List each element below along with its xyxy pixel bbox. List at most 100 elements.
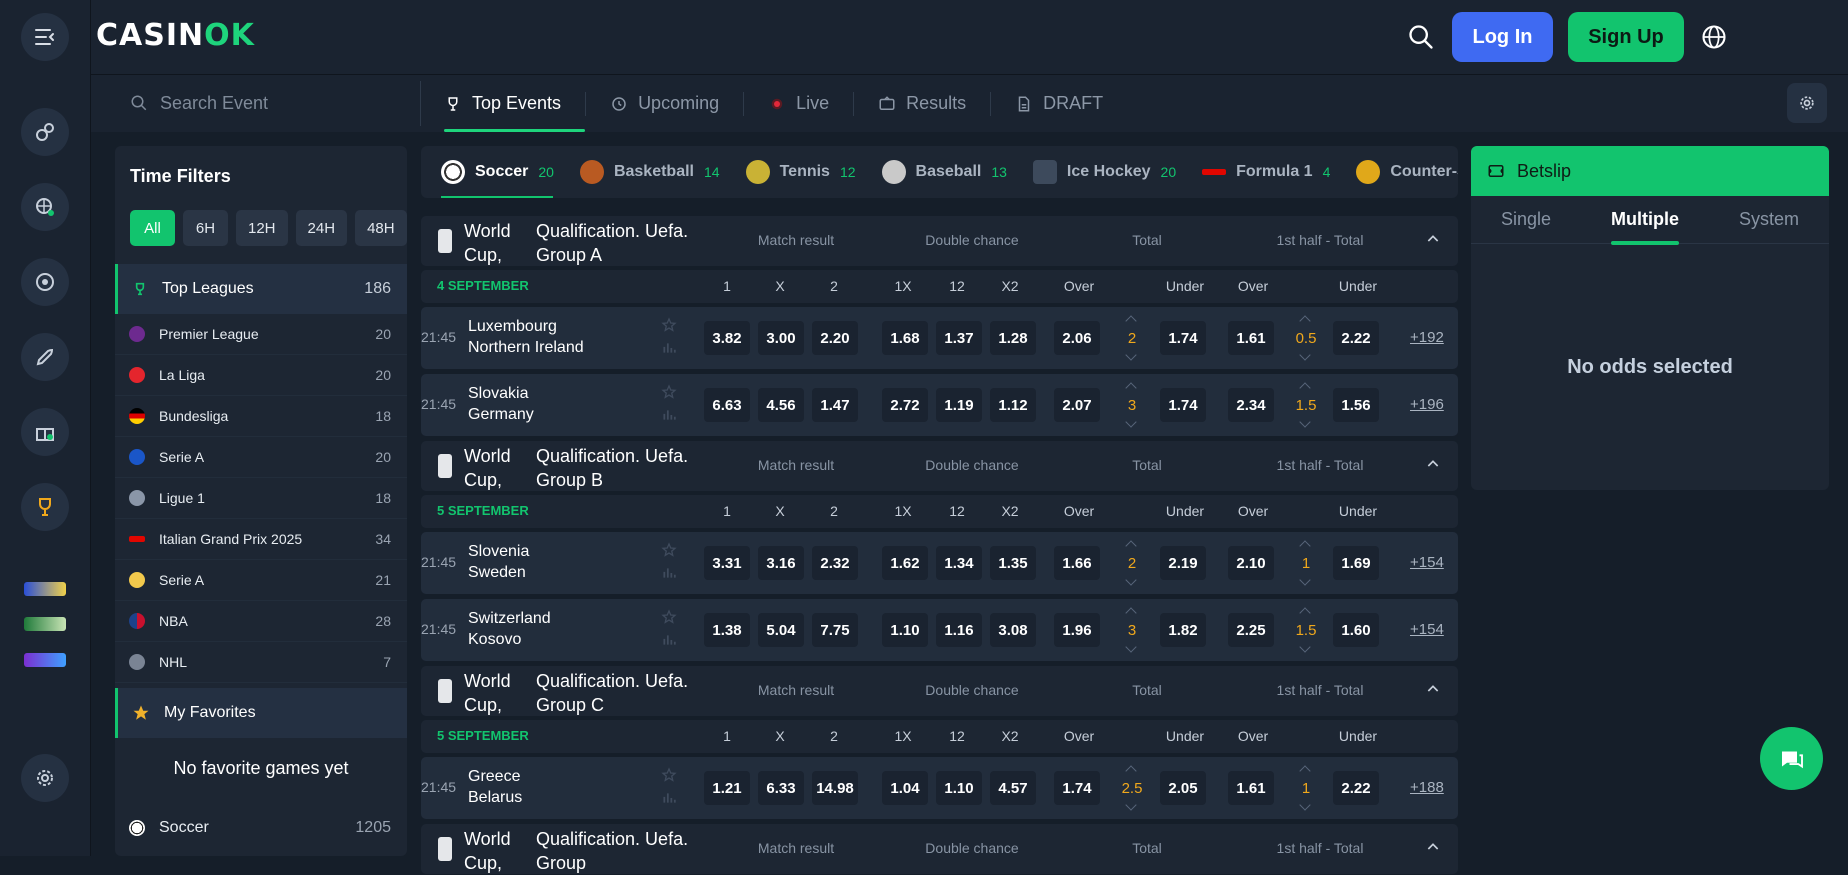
- odds-button[interactable]: 5.04: [758, 613, 804, 647]
- tab-upcoming[interactable]: Upcoming: [586, 75, 743, 132]
- line-selector[interactable]: 3: [1112, 388, 1152, 422]
- chat-button[interactable]: [1760, 727, 1823, 790]
- betslip-tab-system[interactable]: System: [1738, 209, 1799, 229]
- odds-button[interactable]: 2.07: [1054, 388, 1100, 422]
- odds-button[interactable]: 6.63: [704, 388, 750, 422]
- promo-banner-3[interactable]: [24, 653, 66, 667]
- line-selector[interactable]: 3: [1112, 613, 1152, 647]
- line-selector[interactable]: 1: [1286, 771, 1326, 805]
- match-row[interactable]: 21:45 Slovenia Sweden 3.31 3.16 2.32 1.62 1.…: [421, 532, 1458, 594]
- more-markets-link[interactable]: +154: [1410, 621, 1444, 638]
- league-item-italian-grand-prix[interactable]: Italian Grand Prix 2025 34: [115, 519, 407, 560]
- time-filter-24h[interactable]: 24H: [295, 210, 348, 246]
- stats-icon[interactable]: [662, 341, 676, 355]
- league-item-premier-league[interactable]: Premier League 20: [115, 314, 407, 355]
- odds-button[interactable]: 1.16: [936, 613, 982, 647]
- rail-sports-button[interactable]: [21, 108, 69, 156]
- stats-icon[interactable]: [662, 566, 676, 580]
- sport-tab-counter-strike[interactable]: Counter-Strike: [1356, 160, 1458, 184]
- menu-toggle-button[interactable]: [21, 13, 69, 61]
- favorite-star-icon[interactable]: [661, 767, 677, 783]
- odds-button[interactable]: 1.12: [990, 388, 1036, 422]
- odds-button[interactable]: 1.21: [704, 771, 750, 805]
- more-markets-link[interactable]: +196: [1410, 396, 1444, 413]
- group-header[interactable]: World Cup, Qualification. Uefa. Group Mat…: [421, 824, 1458, 874]
- favorite-star-icon[interactable]: [661, 542, 677, 558]
- search-icon[interactable]: [1407, 23, 1435, 51]
- odds-button[interactable]: 1.04: [882, 771, 928, 805]
- top-leagues-header[interactable]: Top Leagues 186: [115, 264, 407, 314]
- time-filter-all[interactable]: All: [130, 210, 175, 246]
- odds-button[interactable]: 1.35: [990, 546, 1036, 580]
- time-filter-12h[interactable]: 12H: [236, 210, 288, 246]
- odds-button[interactable]: 2.72: [882, 388, 928, 422]
- match-row[interactable]: 21:45 Luxembourg Northern Ireland 3.82 3.…: [421, 307, 1458, 369]
- sport-tab-soccer[interactable]: Soccer 20: [441, 160, 554, 184]
- betslip-tab-multiple[interactable]: Multiple: [1611, 209, 1679, 245]
- tab-top-events[interactable]: Top Events: [420, 75, 586, 132]
- rail-promotions-button[interactable]: [21, 408, 69, 456]
- globe-icon[interactable]: [1700, 23, 1728, 51]
- more-markets-link[interactable]: +192: [1410, 329, 1444, 346]
- league-item-serie-a-brazil[interactable]: Serie A 21: [115, 560, 407, 601]
- match-row[interactable]: 21:45 Greece Belarus 1.21 6.33 14.98 1.04 1.…: [421, 757, 1458, 819]
- odds-button[interactable]: 1.62: [882, 546, 928, 580]
- odds-button[interactable]: 1.82: [1160, 613, 1206, 647]
- line-selector[interactable]: 1.5: [1286, 613, 1326, 647]
- stats-icon[interactable]: [662, 633, 676, 647]
- odds-button[interactable]: 1.61: [1228, 771, 1274, 805]
- line-selector[interactable]: 1: [1286, 546, 1326, 580]
- group-header[interactable]: World Cup, Qualification. Uefa. Group B M…: [421, 441, 1458, 491]
- match-row[interactable]: 21:45 Slovakia Germany 6.63 4.56 1.47 2.72 1…: [421, 374, 1458, 436]
- odds-button[interactable]: 2.22: [1333, 321, 1379, 355]
- league-item-ligue-1[interactable]: Ligue 1 18: [115, 478, 407, 519]
- odds-button[interactable]: 2.19: [1160, 546, 1206, 580]
- search-event-input[interactable]: [160, 92, 380, 114]
- odds-button[interactable]: 2.10: [1228, 546, 1274, 580]
- stats-icon[interactable]: [662, 408, 676, 422]
- betslip-tab-single[interactable]: Single: [1500, 209, 1552, 229]
- stats-icon[interactable]: [662, 791, 676, 805]
- odds-button[interactable]: 1.61: [1228, 321, 1274, 355]
- league-item-nhl[interactable]: NHL 7: [115, 642, 407, 683]
- odds-button[interactable]: 4.57: [990, 771, 1036, 805]
- odds-button[interactable]: 3.16: [758, 546, 804, 580]
- favorite-star-icon[interactable]: [661, 317, 677, 333]
- group-header[interactable]: World Cup, Qualification. Uefa. Group C M…: [421, 666, 1458, 716]
- odds-button[interactable]: 2.32: [812, 546, 858, 580]
- casinok-logo[interactable]: CASINOK: [96, 18, 255, 53]
- league-item-bundesliga[interactable]: Bundesliga 18: [115, 396, 407, 437]
- time-filter-48h[interactable]: 48H: [355, 210, 407, 246]
- event-search[interactable]: [130, 86, 410, 120]
- odds-button[interactable]: 1.60: [1333, 613, 1379, 647]
- odds-button[interactable]: 1.96: [1054, 613, 1100, 647]
- rail-crash-button[interactable]: [21, 333, 69, 381]
- odds-button[interactable]: 3.82: [704, 321, 750, 355]
- odds-button[interactable]: 3.00: [758, 321, 804, 355]
- match-row[interactable]: 21:45 Switzerland Kosovo 1.38 5.04 7.75 1.1…: [421, 599, 1458, 661]
- league-item-nba[interactable]: NBA 28: [115, 601, 407, 642]
- odds-button[interactable]: 1.37: [936, 321, 982, 355]
- chevron-up-icon[interactable]: [1425, 839, 1441, 855]
- odds-button[interactable]: 2.34: [1228, 388, 1274, 422]
- odds-button[interactable]: 3.08: [990, 613, 1036, 647]
- sport-tab-tennis[interactable]: Tennis 12: [745, 160, 856, 184]
- login-button[interactable]: Log In: [1452, 12, 1553, 62]
- odds-settings-button[interactable]: [1787, 83, 1827, 123]
- odds-button[interactable]: 4.56: [758, 388, 804, 422]
- more-markets-link[interactable]: +188: [1410, 779, 1444, 796]
- favorite-star-icon[interactable]: [661, 384, 677, 400]
- sport-tab-baseball[interactable]: Baseball 13: [881, 160, 1007, 184]
- odds-button[interactable]: 7.75: [812, 613, 858, 647]
- rail-casino-button[interactable]: [21, 258, 69, 306]
- odds-button[interactable]: 1.74: [1054, 771, 1100, 805]
- sport-tab-formula-1[interactable]: Formula 1 4: [1202, 163, 1330, 181]
- odds-button[interactable]: 14.98: [812, 771, 858, 805]
- odds-button[interactable]: 1.38: [704, 613, 750, 647]
- odds-button[interactable]: 1.19: [936, 388, 982, 422]
- odds-button[interactable]: 1.68: [882, 321, 928, 355]
- tab-live[interactable]: Live: [744, 75, 853, 132]
- odds-button[interactable]: 1.74: [1160, 321, 1206, 355]
- odds-button[interactable]: 1.56: [1333, 388, 1379, 422]
- odds-button[interactable]: 1.74: [1160, 388, 1206, 422]
